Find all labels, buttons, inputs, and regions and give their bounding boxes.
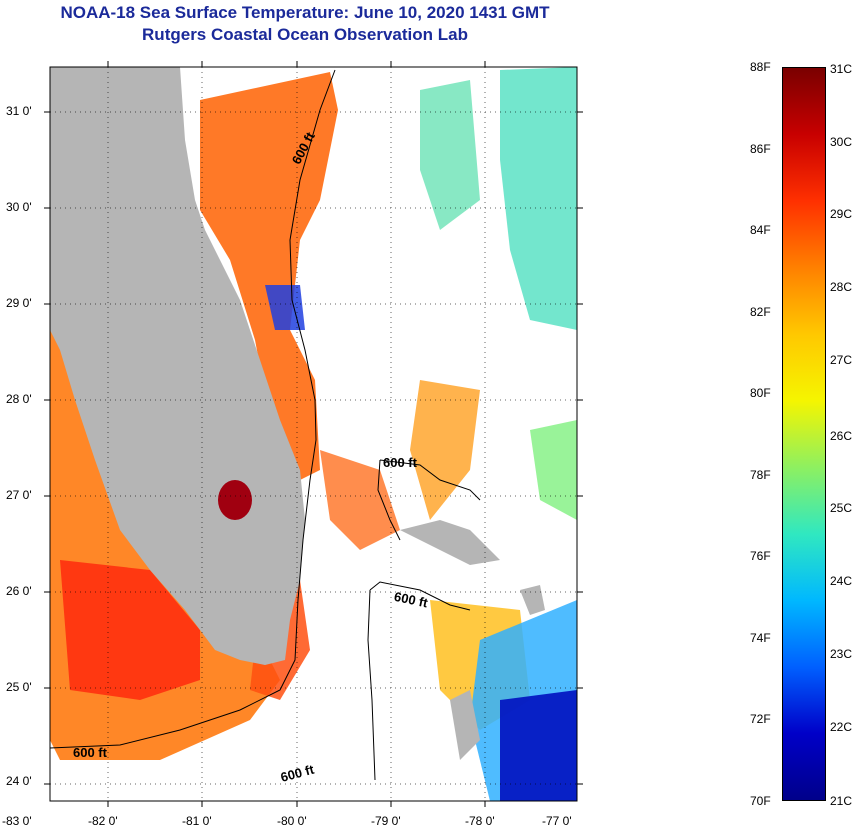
lon-tick-label: -79 0': [371, 814, 401, 828]
temperature-colorbar: [782, 67, 826, 801]
sst-patch-north: [420, 80, 480, 230]
colorbar-c-label: 23C: [830, 647, 853, 661]
colorbar-c-label: 28C: [830, 280, 853, 294]
colorbar-f-label: 78F: [750, 468, 771, 482]
lon-tick-label: -77 0': [542, 814, 572, 828]
colorbar-f-label: 80F: [750, 386, 771, 400]
colorbar-c-label: 29C: [830, 207, 853, 221]
sst-patch-straits: [320, 450, 400, 550]
lat-tick-label: 27 0': [6, 488, 32, 502]
colorbar-c-label: 30C: [830, 135, 853, 149]
colorbar-f-label: 82F: [750, 305, 771, 319]
sst-patch-hot: [60, 560, 200, 700]
colorbar-f-label: 84F: [750, 223, 771, 237]
colorbar-c-label: 22C: [830, 720, 853, 734]
tick-marks: [44, 61, 583, 807]
lon-tick-label: -81 0': [182, 814, 212, 828]
sst-patch-bahamas-n: [410, 380, 480, 520]
map-subtitle: Rutgers Coastal Ocean Observation Lab: [142, 25, 468, 44]
colorbar-f-label: 74F: [750, 631, 771, 645]
contour-600ft-bahamas-s: [367, 581, 471, 781]
colorbar-f-label: 86F: [750, 142, 771, 156]
map-frame: [49, 66, 578, 802]
sst-patch-east-fl: [200, 72, 338, 480]
grand-bahama: [400, 520, 500, 565]
colorbar-c-label: 27C: [830, 353, 853, 367]
lon-tick-label: -82 0': [88, 814, 118, 828]
eleuthera: [520, 585, 545, 615]
contour-label: 600 ft: [383, 455, 418, 470]
lat-tick-label: 30 0': [6, 200, 32, 214]
colorbar-f-label: 72F: [750, 712, 771, 726]
sst-patch-ne: [500, 67, 577, 330]
colorbar-c-label: 24C: [830, 574, 853, 588]
sst-patch-east: [530, 420, 577, 520]
colorbar-c-label: 25C: [830, 501, 853, 515]
lat-tick-label: 25 0': [6, 680, 32, 694]
lat-tick-label: 26 0': [6, 584, 32, 598]
sst-patch-cold-se: [500, 690, 577, 801]
lon-tick-label: -78 0': [465, 814, 495, 828]
contour-600ft-bahamas-n: [377, 459, 481, 541]
lake-okeechobee: [218, 480, 252, 520]
contour-label: 600 ft: [73, 745, 108, 760]
lon-tick-label: -83 0': [2, 814, 32, 828]
colorbar-f-label: 76F: [750, 549, 771, 563]
colorbar-c-label: 26C: [830, 429, 853, 443]
lat-tick-label: 31 0': [6, 104, 32, 118]
contour-label: 600 ft: [393, 589, 430, 611]
lat-tick-label: 24 0': [6, 774, 32, 788]
colorbar-c-label: 21C: [830, 794, 853, 808]
lat-tick-label: 29 0': [6, 296, 32, 310]
lon-tick-label: -80 0': [277, 814, 307, 828]
map-title: NOAA-18 Sea Surface Temperature: June 10…: [60, 3, 550, 22]
lat-tick-label: 28 0': [6, 392, 32, 406]
colorbar-f-label: 70F: [750, 794, 771, 808]
andros-island: [450, 690, 480, 760]
sst-patch-cold-spot: [265, 285, 305, 330]
colorbar-c-label: 31C: [830, 62, 853, 76]
contour-600ft-fl: [50, 69, 336, 749]
colorbar-f-label: 88F: [750, 60, 771, 74]
